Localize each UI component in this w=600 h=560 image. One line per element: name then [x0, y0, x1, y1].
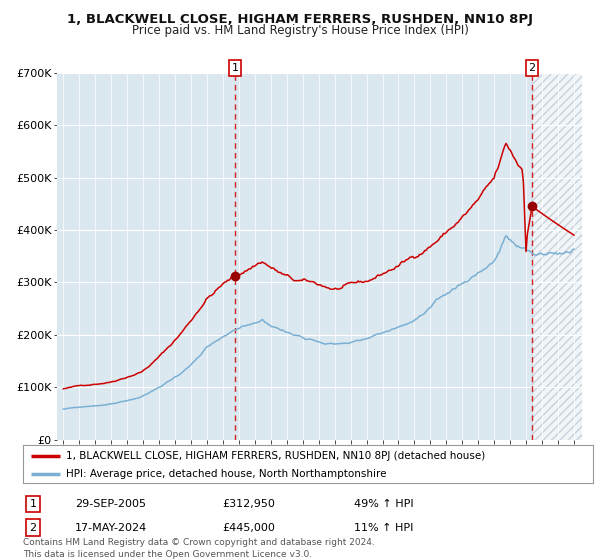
Text: Price paid vs. HM Land Registry's House Price Index (HPI): Price paid vs. HM Land Registry's House …	[131, 24, 469, 37]
Text: Contains HM Land Registry data © Crown copyright and database right 2024.
This d: Contains HM Land Registry data © Crown c…	[23, 538, 374, 559]
Text: 2: 2	[529, 63, 536, 73]
Text: 1, BLACKWELL CLOSE, HIGHAM FERRERS, RUSHDEN, NN10 8PJ: 1, BLACKWELL CLOSE, HIGHAM FERRERS, RUSH…	[67, 13, 533, 26]
Text: 29-SEP-2005: 29-SEP-2005	[75, 499, 146, 509]
Text: 11% ↑ HPI: 11% ↑ HPI	[354, 522, 413, 533]
Text: £445,000: £445,000	[222, 522, 275, 533]
Text: 1: 1	[232, 63, 238, 73]
Text: £312,950: £312,950	[222, 499, 275, 509]
Text: HPI: Average price, detached house, North Northamptonshire: HPI: Average price, detached house, Nort…	[65, 469, 386, 479]
Text: 1: 1	[29, 499, 37, 509]
Text: 2: 2	[29, 522, 37, 533]
Text: 17-MAY-2024: 17-MAY-2024	[75, 522, 147, 533]
Text: 1, BLACKWELL CLOSE, HIGHAM FERRERS, RUSHDEN, NN10 8PJ (detached house): 1, BLACKWELL CLOSE, HIGHAM FERRERS, RUSH…	[65, 451, 485, 461]
Bar	[532, 73, 582, 440]
Text: 49% ↑ HPI: 49% ↑ HPI	[354, 499, 413, 509]
